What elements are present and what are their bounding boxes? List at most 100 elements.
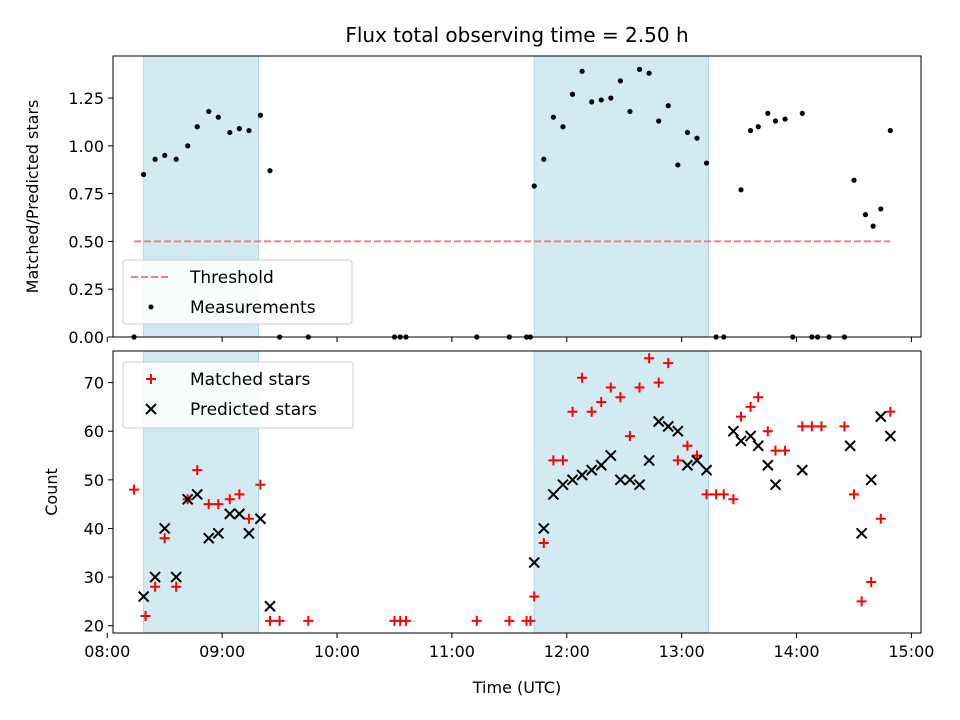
predicted-stars-point xyxy=(576,469,588,481)
measurement-point xyxy=(194,124,200,130)
legend-measurements-label: Measurements xyxy=(190,298,316,318)
matched-stars-point xyxy=(243,513,254,524)
predicted-stars-point xyxy=(865,474,877,486)
matched-stars-point xyxy=(400,615,411,626)
predicted-stars-point xyxy=(855,527,868,540)
predicted-stars-point xyxy=(844,440,856,452)
matched-stars-point xyxy=(634,382,645,393)
y-tick-label: 0.50 xyxy=(68,232,104,251)
measurement-point xyxy=(617,78,623,84)
measurement-point xyxy=(646,70,652,76)
matched-stars-point xyxy=(224,494,235,505)
measurement-point xyxy=(227,129,233,136)
measurement-point xyxy=(870,223,876,229)
predicted-stars-point xyxy=(170,571,182,583)
measurement-point xyxy=(215,114,221,120)
legend-x-marker xyxy=(145,403,157,415)
measurement-point xyxy=(636,66,643,72)
legend-matched-label: Matched stars xyxy=(190,370,310,390)
matched-stars-point xyxy=(159,533,170,544)
matched-stars-point xyxy=(615,392,626,403)
predicted-stars-point xyxy=(158,522,171,535)
legend-plus-marker xyxy=(146,374,156,384)
measurement-point xyxy=(173,156,179,162)
measurement-point xyxy=(185,143,191,149)
matched-stars-point xyxy=(701,489,712,500)
count-panel-x-ticks: 08:00 09:00 10:00 11:00 12:00 13:00 14:00 15:00 xyxy=(84,633,934,661)
legend-measurements-swatch xyxy=(148,304,154,310)
count-panel-y-ticks: 20 30 40 50 60 70 xyxy=(84,374,113,636)
y-tick-label: 50 xyxy=(84,471,104,490)
measurement-point xyxy=(257,112,264,118)
matched-stars-point xyxy=(691,450,702,461)
matched-stars-point xyxy=(736,411,747,422)
matched-stars-point xyxy=(856,596,867,607)
matched-stars-point xyxy=(745,401,756,412)
x-tick-label: 13:00 xyxy=(659,642,705,661)
measurement-point xyxy=(246,127,252,134)
measurement-point xyxy=(878,206,884,212)
predicted-stars-point xyxy=(243,527,255,540)
predicted-stars-point xyxy=(633,478,646,491)
matched-stars-point xyxy=(557,455,568,466)
predicted-stars-point xyxy=(254,513,267,525)
matched-stars-point xyxy=(596,397,607,408)
predicted-stars-point xyxy=(566,474,579,486)
predicted-stars-point xyxy=(643,454,655,467)
count-panel-x-label: Time (UTC) xyxy=(472,678,561,697)
measurement-point xyxy=(627,108,633,115)
y-tick-label: 1.25 xyxy=(68,89,104,108)
predicted-stars-point xyxy=(681,459,694,471)
measurement-point xyxy=(738,187,744,193)
predicted-stars-point xyxy=(700,464,713,476)
matched-stars-point xyxy=(848,489,859,500)
predicted-stars-point xyxy=(769,478,782,491)
ratio-panel-legend: Threshold Measurements xyxy=(122,259,353,325)
matched-stars-point xyxy=(885,406,896,417)
matched-stars-point xyxy=(265,615,276,626)
matched-stars-point xyxy=(605,382,616,393)
x-tick-label: 14:00 xyxy=(773,642,819,661)
predicted-stars-point xyxy=(662,420,674,433)
predicted-stars-point xyxy=(735,435,747,447)
predicted-stars-point xyxy=(212,527,225,540)
predicted-stars-point xyxy=(557,478,569,491)
legend-matched-swatch xyxy=(146,374,156,384)
predicted-stars-point xyxy=(762,459,774,471)
predicted-stars-point xyxy=(264,600,276,612)
ratio-panel-frame xyxy=(112,55,922,338)
y-tick-label: 1.00 xyxy=(68,137,104,156)
measurement-point xyxy=(569,91,576,97)
measurement-point xyxy=(236,126,242,132)
matched-stars-point xyxy=(762,426,773,437)
measurement-point xyxy=(598,97,604,103)
count-panel: 08:00 09:00 10:00 11:00 12:00 13:00 14:00 15:00… xyxy=(42,350,934,697)
measurement-point xyxy=(782,116,788,122)
measurement-point xyxy=(694,135,700,141)
x-tick-label: 11:00 xyxy=(429,642,475,661)
matched-stars-point xyxy=(753,392,764,403)
matched-stars-point xyxy=(577,372,588,383)
matched-stars-point xyxy=(624,431,635,442)
matched-stars-point xyxy=(663,358,674,369)
matched-stars-point xyxy=(839,421,850,432)
predicted-stars-point xyxy=(691,454,703,467)
matched-stars-point xyxy=(567,406,578,417)
matched-stars-point xyxy=(875,513,886,524)
ratio-panel-x-ticks xyxy=(106,337,912,342)
measurement-point xyxy=(851,177,857,183)
ratio-panel: 0.00 0.25 0.50 0.75 1.00 1.25 Matched/Predict… xyxy=(23,55,922,347)
legend-frame xyxy=(122,361,354,429)
measurement-point xyxy=(162,152,168,159)
y-tick-label: 70 xyxy=(84,374,104,393)
measurement-point xyxy=(665,103,671,109)
measurement-point xyxy=(589,99,595,105)
measurement-point xyxy=(656,118,662,124)
predicted-stars-point xyxy=(672,425,684,437)
matched-stars-point xyxy=(255,479,266,490)
predicted-stars-point xyxy=(652,415,665,428)
x-tick-label: 12:00 xyxy=(544,642,590,661)
matched-stars-point xyxy=(653,377,664,388)
measurement-point xyxy=(608,95,614,101)
matched-stars-point xyxy=(129,484,140,495)
